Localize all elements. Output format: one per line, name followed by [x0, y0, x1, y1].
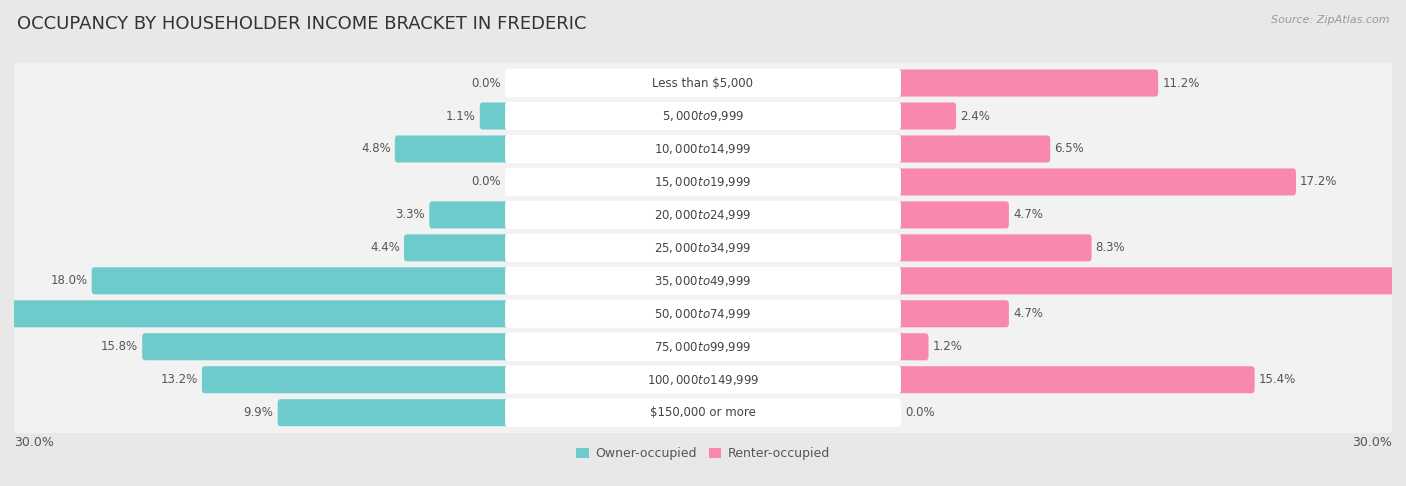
Text: $5,000 to $9,999: $5,000 to $9,999 [662, 109, 744, 123]
FancyBboxPatch shape [505, 69, 901, 97]
FancyBboxPatch shape [202, 366, 510, 393]
FancyBboxPatch shape [505, 299, 901, 328]
FancyBboxPatch shape [479, 103, 510, 130]
Text: $35,000 to $49,999: $35,000 to $49,999 [654, 274, 752, 288]
FancyBboxPatch shape [13, 194, 1393, 235]
Text: $25,000 to $34,999: $25,000 to $34,999 [654, 241, 752, 255]
Text: 13.2%: 13.2% [160, 373, 198, 386]
Text: 0.0%: 0.0% [905, 406, 935, 419]
FancyBboxPatch shape [505, 399, 901, 427]
FancyBboxPatch shape [142, 333, 510, 360]
Text: OCCUPANCY BY HOUSEHOLDER INCOME BRACKET IN FREDERIC: OCCUPANCY BY HOUSEHOLDER INCOME BRACKET … [17, 15, 586, 33]
Text: 11.2%: 11.2% [1163, 76, 1199, 89]
FancyBboxPatch shape [13, 227, 1393, 268]
Text: 3.3%: 3.3% [395, 208, 425, 222]
FancyBboxPatch shape [505, 102, 901, 130]
Text: $10,000 to $14,999: $10,000 to $14,999 [654, 142, 752, 156]
FancyBboxPatch shape [896, 300, 1010, 327]
Text: $150,000 or more: $150,000 or more [650, 406, 756, 419]
Text: $50,000 to $74,999: $50,000 to $74,999 [654, 307, 752, 321]
FancyBboxPatch shape [0, 300, 510, 327]
Text: 8.3%: 8.3% [1095, 242, 1125, 254]
FancyBboxPatch shape [13, 128, 1393, 170]
FancyBboxPatch shape [896, 201, 1010, 228]
FancyBboxPatch shape [13, 96, 1393, 137]
Text: 2.4%: 2.4% [960, 109, 990, 122]
Text: $75,000 to $99,999: $75,000 to $99,999 [654, 340, 752, 354]
FancyBboxPatch shape [505, 332, 901, 361]
Text: 1.2%: 1.2% [932, 340, 963, 353]
Legend: Owner-occupied, Renter-occupied: Owner-occupied, Renter-occupied [571, 442, 835, 465]
Text: 9.9%: 9.9% [243, 406, 274, 419]
FancyBboxPatch shape [505, 168, 901, 196]
FancyBboxPatch shape [395, 136, 510, 162]
Text: 6.5%: 6.5% [1054, 142, 1084, 156]
FancyBboxPatch shape [896, 169, 1296, 195]
FancyBboxPatch shape [505, 234, 901, 262]
FancyBboxPatch shape [896, 333, 928, 360]
Text: 18.0%: 18.0% [51, 274, 87, 287]
FancyBboxPatch shape [505, 201, 901, 229]
FancyBboxPatch shape [505, 267, 901, 295]
Text: 30.0%: 30.0% [1353, 436, 1392, 450]
FancyBboxPatch shape [896, 366, 1254, 393]
Text: Less than $5,000: Less than $5,000 [652, 76, 754, 89]
Text: 30.0%: 30.0% [14, 436, 53, 450]
Text: 15.8%: 15.8% [101, 340, 138, 353]
Text: $100,000 to $149,999: $100,000 to $149,999 [647, 373, 759, 387]
FancyBboxPatch shape [404, 234, 510, 261]
FancyBboxPatch shape [13, 359, 1393, 400]
FancyBboxPatch shape [505, 135, 901, 163]
Text: 1.1%: 1.1% [446, 109, 475, 122]
Text: $15,000 to $19,999: $15,000 to $19,999 [654, 175, 752, 189]
FancyBboxPatch shape [896, 136, 1050, 162]
FancyBboxPatch shape [896, 103, 956, 130]
FancyBboxPatch shape [505, 365, 901, 394]
Text: 15.4%: 15.4% [1258, 373, 1296, 386]
FancyBboxPatch shape [896, 234, 1091, 261]
FancyBboxPatch shape [896, 69, 1159, 97]
Text: 0.0%: 0.0% [471, 175, 501, 189]
FancyBboxPatch shape [13, 392, 1393, 433]
FancyBboxPatch shape [429, 201, 510, 228]
Text: $20,000 to $24,999: $20,000 to $24,999 [654, 208, 752, 222]
Text: 4.7%: 4.7% [1012, 208, 1043, 222]
FancyBboxPatch shape [13, 326, 1393, 367]
FancyBboxPatch shape [91, 267, 510, 295]
Text: 4.7%: 4.7% [1012, 307, 1043, 320]
FancyBboxPatch shape [13, 260, 1393, 301]
Text: 4.8%: 4.8% [361, 142, 391, 156]
Text: 0.0%: 0.0% [471, 76, 501, 89]
FancyBboxPatch shape [13, 161, 1393, 202]
Text: 17.2%: 17.2% [1301, 175, 1337, 189]
Text: 4.4%: 4.4% [370, 242, 399, 254]
FancyBboxPatch shape [278, 399, 510, 426]
FancyBboxPatch shape [13, 63, 1393, 104]
FancyBboxPatch shape [896, 267, 1406, 295]
FancyBboxPatch shape [13, 294, 1393, 334]
Text: Source: ZipAtlas.com: Source: ZipAtlas.com [1271, 15, 1389, 25]
